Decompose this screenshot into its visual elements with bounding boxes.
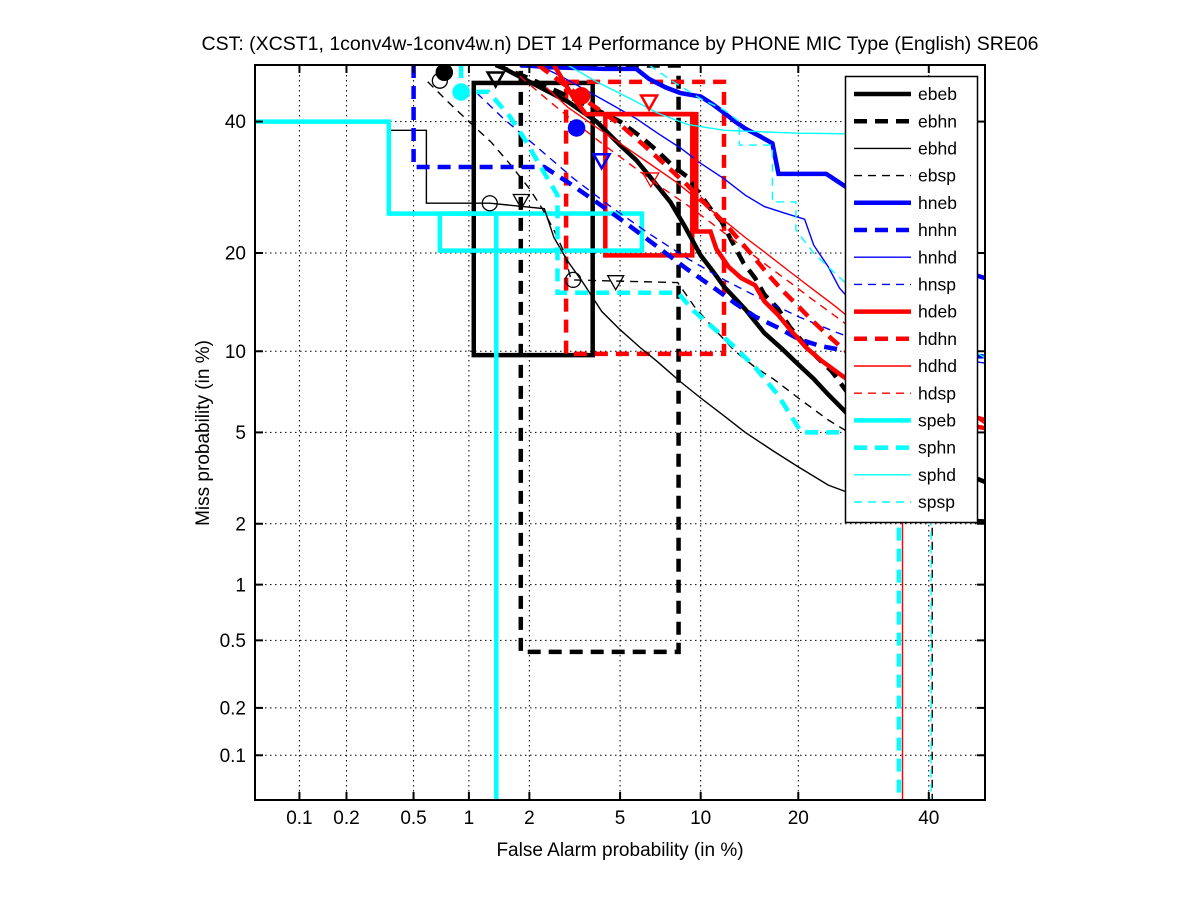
x-tick-label: 0.5 xyxy=(400,808,426,829)
axes-frame: 0.1 0.2 0.5 1 2 5 10 20 40 0.1 0.2 0.5 1 2 5 10 20 40 xyxy=(220,64,986,829)
marker-triangle-down xyxy=(512,193,531,210)
marker-circle xyxy=(431,72,449,89)
dcf-box-speb xyxy=(437,211,645,253)
legend-item-ebhd: ebhd xyxy=(854,139,957,159)
legend-item-ebsp: ebsp xyxy=(854,166,956,186)
legend-item-hdsp: hdsp xyxy=(854,383,956,403)
legend-label-hnhn: hnhn xyxy=(918,220,957,240)
legend-label-speb: speb xyxy=(918,411,956,431)
dcf-box-layer xyxy=(437,65,727,655)
legend-label-hdsp: hdsp xyxy=(918,383,956,403)
legend-label-sphd: sphd xyxy=(918,465,956,485)
dcf-box-hdhn xyxy=(563,79,727,357)
y-axis-label: Miss probability (in %) xyxy=(193,340,214,526)
legend-label-spsp: spsp xyxy=(918,492,955,512)
legend-item-sphd: sphd xyxy=(854,465,956,485)
chart-title: CST: (XCST1, 1conv4w-1conv4w.n) DET 14 P… xyxy=(201,33,1038,55)
legend-item-ebhn: ebhn xyxy=(854,111,957,131)
legend-item-hneb: hneb xyxy=(854,193,957,213)
legend-item-hnhd: hnhd xyxy=(854,247,957,267)
y-tick-label: 10 xyxy=(225,342,246,363)
legend-item-hnhn: hnhn xyxy=(854,220,957,240)
marker-layer xyxy=(431,65,660,292)
legend-label-hneb: hneb xyxy=(918,193,957,213)
legend-item-sphn: sphn xyxy=(854,438,956,458)
x-axis-label: False Alarm probability (in %) xyxy=(496,840,743,861)
legend-item-hnsp: hnsp xyxy=(854,275,956,295)
legend-label-hdhn: hdhn xyxy=(918,329,957,349)
legend-label-hdeb: hdeb xyxy=(918,302,957,322)
curve-hdsp xyxy=(519,75,985,425)
marker-triangle-down xyxy=(485,71,506,89)
curve-sphn xyxy=(458,65,902,800)
marker-triangle-down xyxy=(638,94,660,113)
legend-item-ebeb: ebeb xyxy=(854,84,957,104)
marker-circle xyxy=(452,83,470,101)
marker-triangle-down xyxy=(641,172,660,189)
x-tick-label: 2 xyxy=(524,808,535,829)
legend-label-ebeb: ebeb xyxy=(918,84,957,104)
marker-circle xyxy=(572,87,591,105)
y-tick-label: 2 xyxy=(235,514,246,535)
legend-label-sphn: sphn xyxy=(918,438,956,458)
curve-speb xyxy=(255,119,499,800)
legend-item-hdeb: hdeb xyxy=(854,302,957,322)
marker-triangle-down xyxy=(591,152,612,171)
legend: ebeb ebhn ebhd ebsp hneb hnhn hnhd hnsp hdeb hdhn… xyxy=(844,75,979,524)
y-tick-label: 5 xyxy=(235,423,246,444)
x-tick-label: 0.2 xyxy=(333,808,359,829)
x-tick-label: 20 xyxy=(788,808,809,829)
curve-ebhd xyxy=(390,129,985,525)
x-tick-label: 1 xyxy=(464,808,475,829)
marker-circle xyxy=(565,271,582,289)
legend-label-hdhd: hdhd xyxy=(918,356,957,376)
x-tick-label: 0.1 xyxy=(286,808,312,829)
marker-triangle-down xyxy=(606,275,625,292)
y-tick-label: 40 xyxy=(225,112,246,133)
legend-label-hnsp: hnsp xyxy=(918,275,956,295)
marker-circle xyxy=(481,195,498,212)
dcf-box-ebhn xyxy=(518,65,681,655)
legend-item-spsp: spsp xyxy=(854,492,955,512)
legend-item-hdhn: hdhn xyxy=(854,329,957,349)
x-tick-label: 10 xyxy=(690,808,711,829)
x-tick-label: 40 xyxy=(918,808,939,829)
y-tick-label: 0.1 xyxy=(220,746,246,767)
legend-box xyxy=(844,75,979,524)
y-tick-label: 20 xyxy=(225,244,246,265)
legend-label-ebhd: ebhd xyxy=(918,139,957,159)
legend-label-ebhn: ebhn xyxy=(918,111,957,131)
x-tick-label: 5 xyxy=(615,808,626,829)
y-tick-label: 1 xyxy=(235,575,246,596)
marker-circle xyxy=(435,65,454,82)
y-tick-label: 0.5 xyxy=(220,631,246,652)
legend-item-hdhd: hdhd xyxy=(854,356,957,376)
marker-circle xyxy=(567,119,586,137)
y-tick-label: 0.2 xyxy=(220,699,246,720)
plot-frame xyxy=(254,64,986,801)
legend-item-speb: speb xyxy=(854,411,956,431)
legend-label-ebsp: ebsp xyxy=(918,166,956,186)
legend-label-hnhd: hnhd xyxy=(918,247,957,267)
